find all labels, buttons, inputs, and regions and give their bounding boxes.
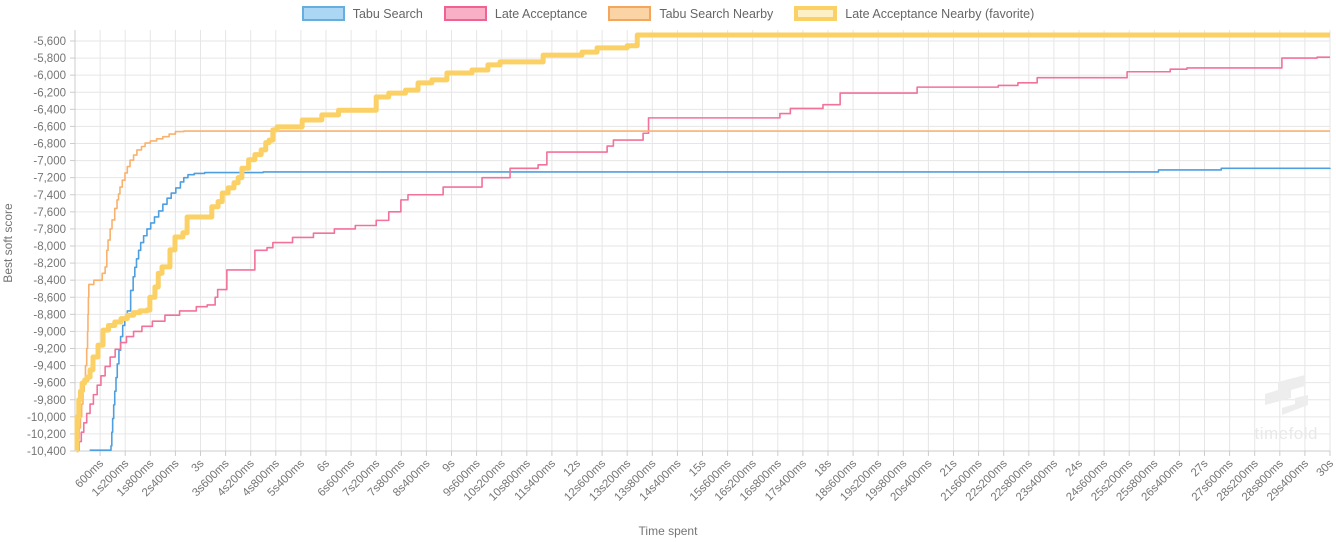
legend-item-late-acceptance[interactable]: Late Acceptance (443, 6, 588, 21)
legend-item-tabu-search-nearby[interactable]: Tabu Search Nearby (608, 6, 773, 21)
y-tick-labels: -5,600 -5,800 -6,000 -6,200 -6,400 -6,600 -6,8… (27, 36, 66, 458)
x-tick-label: 9s (441, 457, 458, 474)
y-axis-title: Best soft score (1, 203, 15, 283)
legend-label: Late Acceptance Nearby (favorite) (845, 6, 1035, 21)
y-tick-label: -7,600 (33, 207, 66, 219)
y-tick-label: -7,800 (33, 224, 66, 236)
y-tick-label: -9,600 (33, 378, 66, 390)
y-tick-label: -7,000 (33, 156, 66, 168)
y-tick-label: -10,200 (27, 429, 66, 441)
legend-swatch-tabu-search (301, 6, 345, 21)
y-tick-label: -10,000 (27, 412, 66, 424)
legend-item-late-acceptance-nearby-favorite[interactable]: Late Acceptance Nearby (favorite) (794, 6, 1034, 21)
y-tick-label: -7,200 (33, 173, 66, 185)
legend-label: Tabu Search (352, 6, 423, 21)
chart-legend: Tabu Search Late Acceptance Tabu Search Ne… (0, 6, 1336, 21)
y-tick-label: -8,000 (33, 241, 66, 253)
y-tick-label: -5,600 (33, 36, 66, 48)
y-tick-label: -6,600 (33, 121, 66, 133)
legend-swatch-late-acceptance (443, 6, 487, 21)
series-line-late-acceptance (77, 56, 1330, 451)
y-tick-label: -8,600 (33, 292, 66, 304)
axis-borders (70, 30, 1331, 456)
y-tick-label: -10,400 (27, 446, 66, 458)
series-line-tabu-search (89, 167, 1331, 451)
y-tick-label: -6,200 (33, 87, 66, 99)
x-tick-label: 6s (315, 457, 332, 474)
legend-item-tabu-search[interactable]: Tabu Search (301, 6, 423, 21)
y-tick-label: -9,800 (33, 395, 66, 407)
y-tick-label: -9,400 (33, 361, 66, 373)
legend-swatch-tabu-search-nearby (608, 6, 652, 21)
y-tick-label: -9,000 (33, 326, 66, 338)
series-line-late-acceptance-nearby-favorite (74, 32, 1330, 453)
y-tick-label: -6,000 (33, 70, 66, 82)
y-tick-label: -7,400 (33, 190, 66, 202)
y-tick-label: -8,400 (33, 275, 66, 287)
gridlines (75, 30, 1331, 452)
x-tick-label: 30s (1315, 457, 1336, 479)
y-tick-label: -8,200 (33, 258, 66, 270)
y-tick-label: -6,800 (33, 139, 66, 151)
y-tick-label: -8,800 (33, 309, 66, 321)
x-axis-title: Time spent (638, 524, 698, 538)
y-tick-label: -6,400 (33, 104, 66, 116)
legend-label: Late Acceptance (494, 6, 588, 21)
series-line-tabu-search-nearby (76, 130, 1330, 451)
legend-label: Tabu Search Nearby (659, 6, 774, 21)
y-tick-label: -9,200 (33, 344, 66, 356)
x-tick-label: 3s (190, 457, 207, 474)
legend-swatch-late-acceptance-nearby-favorite (794, 6, 838, 21)
y-tick-label: -5,800 (33, 53, 66, 65)
